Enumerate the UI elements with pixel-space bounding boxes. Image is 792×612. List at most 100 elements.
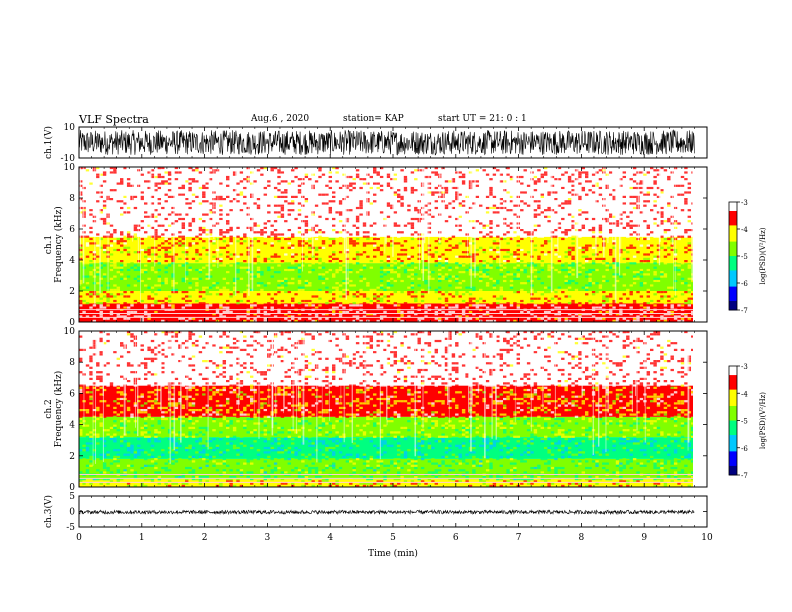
ch2-colorbar-segment bbox=[729, 404, 737, 407]
ch1-colorbar-segment bbox=[729, 202, 737, 205]
ch2-colorbar-segment bbox=[729, 433, 737, 436]
ch2-colorbar-segment bbox=[729, 435, 737, 438]
ch1-colorbar-segment bbox=[729, 218, 737, 221]
ch1-colorbar-segment bbox=[729, 214, 737, 217]
ch2-colorbar-tick: -7 bbox=[741, 472, 748, 480]
ch1-spectrogram-ylabel: ch.1 bbox=[44, 235, 54, 254]
ch2-colorbar-segment bbox=[729, 405, 737, 409]
ch2-colorbar-segment bbox=[729, 473, 737, 476]
ch2-spectrogram-ytick-label: 0 bbox=[69, 483, 75, 493]
ch1-colorbar-tick: -6 bbox=[741, 280, 748, 288]
ch3-waveform-ytick-label: 5 bbox=[69, 492, 75, 502]
chart-title: VLF Spectra bbox=[79, 113, 149, 126]
ch1-colorbar-segment bbox=[729, 245, 737, 248]
x-tick-label: 5 bbox=[390, 533, 396, 543]
x-tick-label: 3 bbox=[265, 533, 271, 543]
ch1-colorbar-segment bbox=[729, 248, 737, 252]
x-tick-label: 8 bbox=[579, 533, 585, 543]
ch1-colorbar-segment bbox=[729, 266, 737, 270]
ch2-colorbar-segment bbox=[729, 460, 737, 463]
start-time-label: start UT = 21: 0 : 1 bbox=[438, 114, 527, 124]
ch1-colorbar-label: log(PSD)(V²/Hz) bbox=[759, 227, 767, 284]
x-tick-label: 9 bbox=[641, 533, 647, 543]
ch2-colorbar-segment bbox=[729, 382, 737, 385]
ch3-waveform-ytick-label: 0 bbox=[69, 508, 75, 518]
x-tick-label: 2 bbox=[202, 533, 208, 543]
ch2-colorbar-segment bbox=[729, 440, 737, 443]
ch2-colorbar-segment bbox=[729, 373, 737, 376]
ch1-colorbar-segment bbox=[729, 295, 737, 298]
ch2-colorbar-segment bbox=[729, 453, 737, 456]
ch2-spectrogram-ylabel: Frequency (kHz) bbox=[53, 371, 64, 448]
x-tick-label: 10 bbox=[701, 533, 713, 543]
ch1-colorbar-segment bbox=[729, 292, 737, 295]
ch1-colorbar-segment bbox=[729, 221, 737, 225]
x-tick-label: 0 bbox=[76, 533, 82, 543]
ch1-colorbar-tick: -7 bbox=[741, 307, 748, 315]
ch2-colorbar-segment bbox=[729, 431, 737, 434]
ch1-colorbar-segment bbox=[729, 288, 737, 291]
ch2-spectrogram-ytick-label: 4 bbox=[69, 421, 75, 431]
ch1-spectrogram-ytick-label: 8 bbox=[69, 194, 75, 204]
ch1-colorbar-segment bbox=[729, 286, 737, 289]
ch2-colorbar-segment bbox=[729, 442, 737, 445]
ch1-spectrogram-ytick-label: 0 bbox=[69, 318, 75, 328]
ch2-colorbar-segment bbox=[729, 407, 737, 411]
ch1-colorbar-segment bbox=[729, 207, 737, 210]
ch2-colorbar-segment bbox=[729, 366, 737, 369]
ch1-colorbar-segment bbox=[729, 297, 737, 300]
ch1-colorbar-segment bbox=[729, 304, 737, 307]
ch2-spectrogram-ytick-label: 2 bbox=[69, 452, 75, 462]
ch2-spectrogram-ytick-label: 6 bbox=[69, 389, 75, 399]
ch2-colorbar-segment bbox=[729, 387, 737, 391]
ch1-colorbar-segment bbox=[729, 279, 737, 282]
station-label: station= KAP bbox=[343, 114, 404, 124]
ch2-colorbar-tick: -6 bbox=[741, 445, 748, 453]
ch2-colorbar-segment bbox=[729, 458, 737, 461]
ch1-colorbar-segment bbox=[729, 250, 737, 253]
ch2-colorbar-segment bbox=[729, 429, 737, 432]
ch1-colorbar-segment bbox=[729, 293, 737, 297]
ch2-colorbar-segment bbox=[729, 456, 737, 460]
ch2-colorbar-segment bbox=[729, 375, 737, 378]
ch2-colorbar-segment bbox=[729, 427, 737, 431]
x-tick-label: 4 bbox=[327, 533, 333, 543]
ch1-spectrogram-ytick-label: 4 bbox=[69, 256, 75, 266]
ch2-colorbar-segment bbox=[729, 389, 737, 392]
ch2-colorbar-tick: -5 bbox=[741, 418, 748, 426]
ch2-spectrogram-ytick-label: 8 bbox=[69, 358, 75, 368]
ch1-spectrogram-ylabel: Frequency (kHz) bbox=[53, 206, 64, 283]
ch1-spectrogram-image bbox=[79, 167, 693, 322]
ch2-colorbar-segment bbox=[729, 384, 737, 387]
ch2-colorbar-segment bbox=[729, 445, 737, 449]
ch1-colorbar-segment bbox=[729, 252, 737, 255]
ch1-spectrogram-ytick-label: 10 bbox=[64, 163, 76, 173]
ch2-spectrogram-ylabel: ch.2 bbox=[44, 399, 54, 418]
ch1-colorbar-segment bbox=[729, 257, 737, 261]
x-tick-label: 1 bbox=[139, 533, 145, 543]
ch2-colorbar-segment bbox=[729, 455, 737, 458]
ch2-colorbar-segment bbox=[729, 415, 737, 418]
ch1-colorbar-segment bbox=[729, 232, 737, 235]
ch2-colorbar-segment bbox=[729, 393, 737, 396]
ch1-colorbar-segment bbox=[729, 299, 737, 302]
ch1-colorbar-segment bbox=[729, 243, 737, 246]
ch2-colorbar-segment bbox=[729, 378, 737, 382]
ch1-colorbar-segment bbox=[729, 203, 737, 207]
ch2-colorbar-segment bbox=[729, 464, 737, 467]
ch1-colorbar-segment bbox=[729, 209, 737, 212]
ch1-colorbar-tick: -4 bbox=[741, 226, 748, 234]
ch1-colorbar-segment bbox=[729, 272, 737, 275]
ch1-colorbar-segment bbox=[729, 263, 737, 266]
ch2-colorbar-segment bbox=[729, 371, 737, 374]
ch1-colorbar-segment bbox=[729, 223, 737, 226]
ch2-colorbar-segment bbox=[729, 444, 737, 447]
x-tick-label: 7 bbox=[516, 533, 522, 543]
ch2-colorbar-segment bbox=[729, 369, 737, 372]
ch1-colorbar-segment bbox=[729, 211, 737, 214]
ch2-colorbar-segment bbox=[729, 424, 737, 427]
ch1-colorbar-segment bbox=[729, 241, 737, 244]
ch2-colorbar-segment bbox=[729, 462, 737, 465]
ch1-colorbar-segment bbox=[729, 205, 737, 208]
ch1-spectrogram-ytick-label: 6 bbox=[69, 225, 75, 235]
